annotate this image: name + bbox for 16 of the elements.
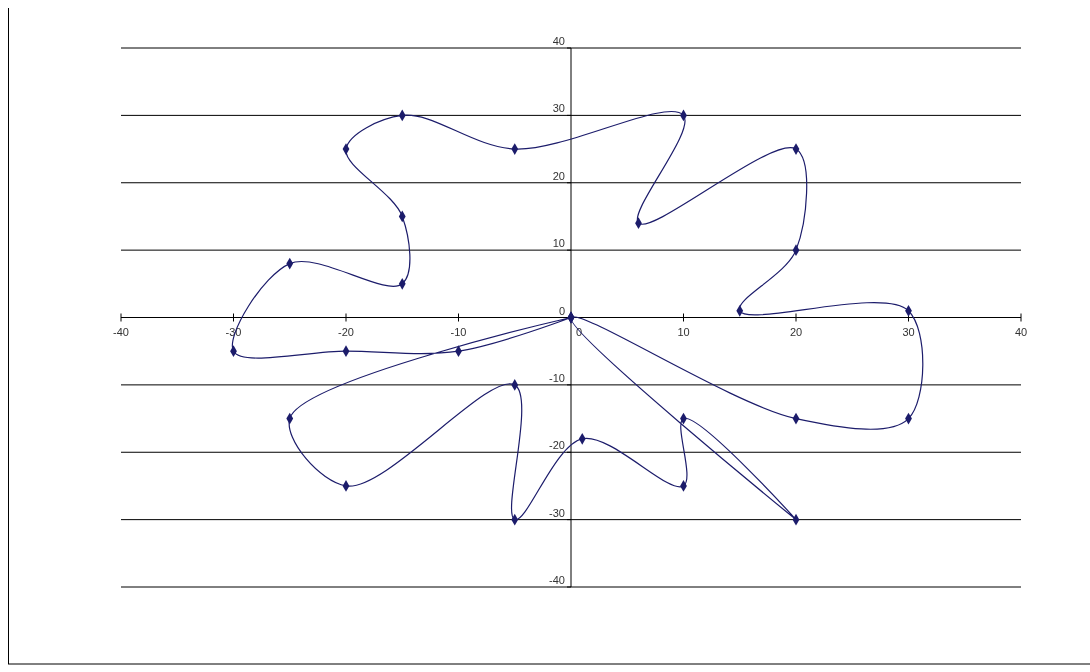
x-tick-label: -40 bbox=[113, 325, 129, 338]
y-tick-label: -40 bbox=[549, 574, 565, 586]
x-tick-label: 30 bbox=[902, 325, 915, 338]
x-tick-label: -20 bbox=[338, 325, 354, 338]
y-tick-label: 0 bbox=[558, 304, 565, 317]
y-tick-label: 10 bbox=[552, 237, 565, 250]
y-tick-label: -20 bbox=[549, 439, 565, 452]
y-tick-label: 40 bbox=[552, 35, 565, 47]
x-tick-label: 40 bbox=[1014, 325, 1028, 338]
y-tick-label: -10 bbox=[549, 371, 565, 384]
y-tick-label: 20 bbox=[552, 169, 565, 182]
y-tick-label: -30 bbox=[549, 506, 565, 519]
y-tick-label: 30 bbox=[552, 102, 565, 115]
x-tick-label: -10 bbox=[450, 325, 467, 338]
x-tick-label: 20 bbox=[789, 325, 803, 338]
x-tick-label: 10 bbox=[677, 325, 690, 338]
